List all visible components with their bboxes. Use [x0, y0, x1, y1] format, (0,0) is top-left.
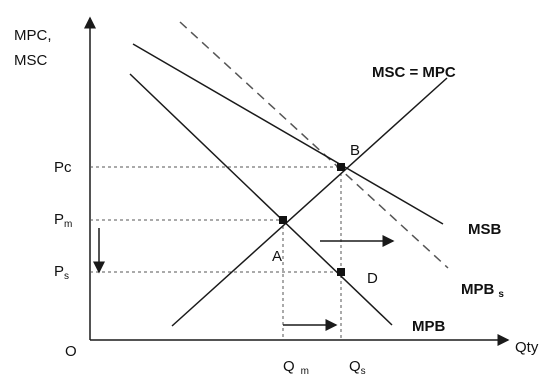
point-a-marker — [279, 216, 287, 224]
msb-curve-label: MSB — [468, 221, 502, 238]
point-b-label: B — [350, 142, 360, 159]
supply-curve — [171, 77, 448, 327]
supply-curve-label: MSC = MPC — [372, 64, 456, 81]
mpb-curve — [129, 73, 393, 326]
mpbs-curve-label: MPB s — [461, 281, 504, 300]
pm-label: Pm — [54, 211, 72, 230]
mpbs-curve — [179, 21, 449, 269]
y-axis-label-line2: MSC — [14, 52, 48, 69]
origin-label: O — [65, 343, 77, 360]
point-d-marker — [337, 268, 345, 276]
point-a-label: A — [272, 248, 282, 265]
pc-label: Pc — [54, 159, 72, 176]
ps-label: Ps — [54, 263, 69, 282]
qs-label: Qs — [349, 358, 366, 377]
x-axis-label: Qty — [515, 339, 539, 356]
msb-curve — [132, 43, 444, 225]
y-axis-label-line1: MPC, — [14, 27, 52, 44]
mpb-curve-label: MPB — [412, 318, 446, 335]
point-b-marker — [337, 163, 345, 171]
point-d-label: D — [367, 270, 378, 287]
